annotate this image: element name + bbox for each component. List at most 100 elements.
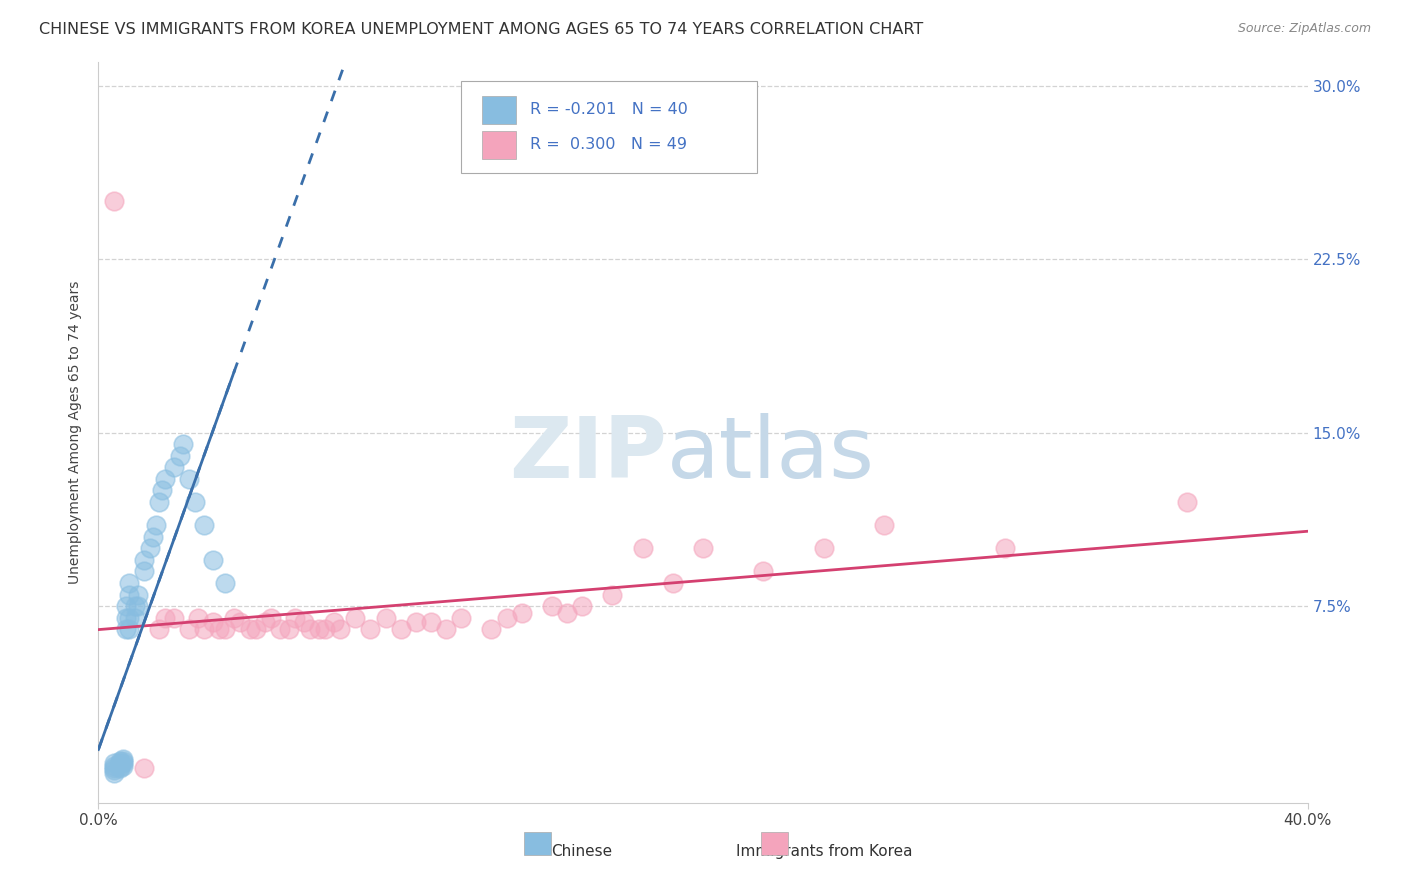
Point (179, 622, 201, 636)
Point (118, 588, 141, 602)
Point (103, 194, 125, 209)
Point (103, 765, 125, 780)
Point (813, 541, 835, 556)
Point (344, 610, 367, 624)
Point (571, 599, 593, 614)
Point (239, 622, 262, 636)
Text: Chinese: Chinese (551, 844, 613, 858)
Point (118, 576, 141, 591)
Point (108, 761, 131, 775)
Point (111, 758, 134, 772)
Point (193, 622, 215, 636)
Point (118, 610, 141, 624)
Point (202, 553, 225, 567)
Point (308, 622, 330, 636)
Point (253, 615, 276, 630)
Point (153, 610, 176, 624)
Point (277, 622, 299, 636)
Point (873, 518, 896, 533)
FancyBboxPatch shape (461, 81, 758, 173)
Point (540, 599, 562, 614)
Point (153, 472, 176, 486)
Point (103, 758, 125, 772)
Point (510, 606, 533, 620)
Point (260, 610, 283, 624)
Point (114, 622, 136, 636)
Point (163, 610, 186, 624)
Point (169, 449, 191, 463)
Point (495, 610, 517, 624)
Point (692, 541, 714, 556)
Text: R =  0.300   N = 49: R = 0.300 N = 49 (530, 137, 688, 153)
FancyBboxPatch shape (524, 832, 551, 855)
Point (245, 622, 267, 636)
Point (329, 622, 352, 636)
Point (284, 610, 307, 624)
Point (127, 588, 149, 602)
Point (150, 483, 173, 498)
Point (163, 460, 186, 475)
Point (420, 615, 443, 630)
Text: ZIP: ZIP (509, 413, 666, 496)
Point (193, 518, 215, 533)
Point (631, 541, 654, 556)
Point (292, 615, 315, 630)
Point (132, 553, 155, 567)
Point (360, 622, 382, 636)
Point (111, 754, 134, 768)
Point (434, 622, 457, 636)
Point (450, 610, 472, 624)
Text: Immigrants from Korea: Immigrants from Korea (735, 844, 912, 858)
Point (299, 622, 322, 636)
FancyBboxPatch shape (761, 832, 787, 855)
Point (103, 761, 125, 775)
Y-axis label: Unemployment Among Ages 65 to 74 years: Unemployment Among Ages 65 to 74 years (69, 281, 83, 584)
Point (389, 622, 412, 636)
Point (179, 472, 201, 486)
Point (202, 615, 225, 630)
Point (187, 610, 209, 624)
Point (145, 518, 167, 533)
FancyBboxPatch shape (482, 95, 516, 124)
Point (127, 599, 149, 614)
Point (555, 606, 578, 620)
Point (208, 622, 231, 636)
Point (172, 437, 194, 451)
Point (481, 622, 503, 636)
Point (103, 756, 125, 771)
Point (108, 758, 131, 772)
Text: CHINESE VS IMMIGRANTS FROM KOREA UNEMPLOYMENT AMONG AGES 65 TO 74 YEARS CORRELAT: CHINESE VS IMMIGRANTS FROM KOREA UNEMPLO… (39, 22, 924, 37)
Point (269, 622, 291, 636)
Point (139, 541, 162, 556)
Point (124, 610, 146, 624)
Point (752, 565, 775, 579)
Point (224, 610, 246, 624)
Point (1175, 495, 1198, 509)
Text: atlas: atlas (666, 413, 875, 496)
Point (374, 610, 396, 624)
Point (111, 752, 134, 766)
Text: R = -0.201   N = 40: R = -0.201 N = 40 (530, 103, 688, 118)
Point (132, 565, 155, 579)
Point (124, 599, 146, 614)
Point (314, 622, 336, 636)
Point (602, 588, 624, 602)
Point (114, 610, 136, 624)
Point (994, 541, 1017, 556)
Point (229, 615, 252, 630)
Point (323, 615, 346, 630)
Point (108, 754, 131, 768)
Point (103, 764, 125, 778)
Point (118, 622, 141, 636)
Point (148, 495, 170, 509)
Point (142, 530, 165, 544)
Text: Source: ZipAtlas.com: Source: ZipAtlas.com (1237, 22, 1371, 36)
FancyBboxPatch shape (482, 130, 516, 159)
Point (214, 576, 236, 591)
Point (114, 599, 136, 614)
Point (184, 495, 207, 509)
Point (214, 622, 236, 636)
Point (148, 622, 170, 636)
Point (661, 576, 683, 591)
Point (111, 756, 134, 771)
